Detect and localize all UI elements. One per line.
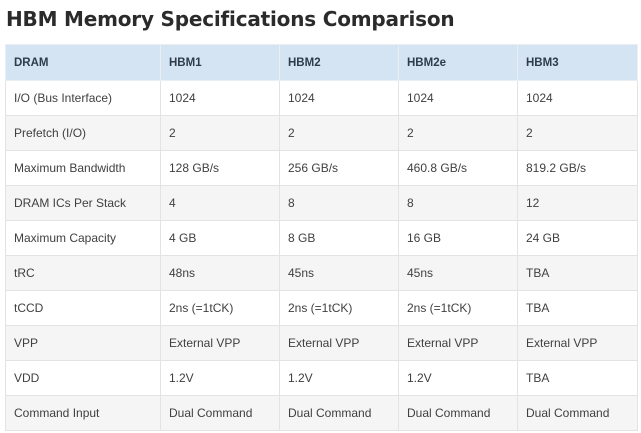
table-row: DRAM ICs Per Stack 4 8 8 12 bbox=[5, 185, 638, 221]
table-cell: External VPP bbox=[517, 325, 638, 361]
table-cell: 2 bbox=[398, 115, 518, 151]
table-cell: 4 GB bbox=[160, 220, 280, 256]
row-label-cell: tRC bbox=[5, 255, 161, 291]
table-row: VPP External VPP External VPP External V… bbox=[5, 325, 638, 361]
table-row: tRC 48ns 45ns 45ns TBA bbox=[5, 255, 638, 291]
table-cell: 4 bbox=[160, 185, 280, 221]
table-cell: 8 bbox=[398, 185, 518, 221]
table-cell: Dual Command bbox=[398, 395, 518, 431]
table-cell: 45ns bbox=[279, 255, 399, 291]
table-cell: 12 bbox=[517, 185, 638, 221]
row-label-cell: tCCD bbox=[5, 290, 161, 326]
table-cell: External VPP bbox=[160, 325, 280, 361]
table-cell: 8 GB bbox=[279, 220, 399, 256]
table-row: Prefetch (I/O) 2 2 2 2 bbox=[5, 115, 638, 151]
table-cell: 24 GB bbox=[517, 220, 638, 256]
table-cell: 1024 bbox=[160, 80, 280, 116]
table-header: DRAM HBM1 HBM2 HBM2e HBM3 bbox=[5, 44, 638, 81]
table-cell: 2 bbox=[160, 115, 280, 151]
table-cell: 2ns (=1tCK) bbox=[398, 290, 518, 326]
table-row: VDD 1.2V 1.2V 1.2V TBA bbox=[5, 360, 638, 396]
table-cell: 2ns (=1tCK) bbox=[160, 290, 280, 326]
table-cell: 8 bbox=[279, 185, 399, 221]
page-title: HBM Memory Specifications Comparison bbox=[6, 7, 455, 31]
row-label-cell: VDD bbox=[5, 360, 161, 396]
table-cell: 128 GB/s bbox=[160, 150, 280, 186]
table-cell: Dual Command bbox=[279, 395, 399, 431]
table-cell: External VPP bbox=[279, 325, 399, 361]
header-cell: HBM2 bbox=[279, 44, 399, 81]
row-label-cell: DRAM ICs Per Stack bbox=[5, 185, 161, 221]
header-cell: HBM2e bbox=[398, 44, 518, 81]
table-cell: 1024 bbox=[279, 80, 399, 116]
table-cell: 460.8 GB/s bbox=[398, 150, 518, 186]
table-cell: 48ns bbox=[160, 255, 280, 291]
table-cell: 256 GB/s bbox=[279, 150, 399, 186]
row-label-cell: VPP bbox=[5, 325, 161, 361]
table-cell: 2ns (=1tCK) bbox=[279, 290, 399, 326]
table-cell: TBA bbox=[517, 360, 638, 396]
header-cell: HBM3 bbox=[517, 44, 638, 81]
specs-table: DRAM HBM1 HBM2 HBM2e HBM3 I/O (Bus Inter… bbox=[5, 44, 638, 431]
row-label-cell: Prefetch (I/O) bbox=[5, 115, 161, 151]
row-label-cell: Command Input bbox=[5, 395, 161, 431]
table-row: I/O (Bus Interface) 1024 1024 1024 1024 bbox=[5, 80, 638, 116]
table-cell: 1.2V bbox=[398, 360, 518, 396]
table-cell: 1024 bbox=[517, 80, 638, 116]
table-cell: Dual Command bbox=[517, 395, 638, 431]
table-body: I/O (Bus Interface) 1024 1024 1024 1024 … bbox=[5, 80, 638, 431]
header-row: DRAM HBM1 HBM2 HBM2e HBM3 bbox=[5, 44, 638, 81]
table-cell: 2 bbox=[517, 115, 638, 151]
table-row: Maximum Bandwidth 128 GB/s 256 GB/s 460.… bbox=[5, 150, 638, 186]
table-row: Command Input Dual Command Dual Command … bbox=[5, 395, 638, 431]
header-cell: HBM1 bbox=[160, 44, 280, 81]
row-label-cell: I/O (Bus Interface) bbox=[5, 80, 161, 116]
row-label-cell: Maximum Bandwidth bbox=[5, 150, 161, 186]
table-cell: 1.2V bbox=[279, 360, 399, 396]
table-cell: TBA bbox=[517, 255, 638, 291]
table-cell: TBA bbox=[517, 290, 638, 326]
table-cell: External VPP bbox=[398, 325, 518, 361]
table-cell: 819.2 GB/s bbox=[517, 150, 638, 186]
row-label-cell: Maximum Capacity bbox=[5, 220, 161, 256]
table-cell: 45ns bbox=[398, 255, 518, 291]
table-row: tCCD 2ns (=1tCK) 2ns (=1tCK) 2ns (=1tCK)… bbox=[5, 290, 638, 326]
table-cell: 16 GB bbox=[398, 220, 518, 256]
table-cell: 1024 bbox=[398, 80, 518, 116]
table-cell: 2 bbox=[279, 115, 399, 151]
table-cell: 1.2V bbox=[160, 360, 280, 396]
table-row: Maximum Capacity 4 GB 8 GB 16 GB 24 GB bbox=[5, 220, 638, 256]
header-cell: DRAM bbox=[5, 44, 161, 81]
table-cell: Dual Command bbox=[160, 395, 280, 431]
